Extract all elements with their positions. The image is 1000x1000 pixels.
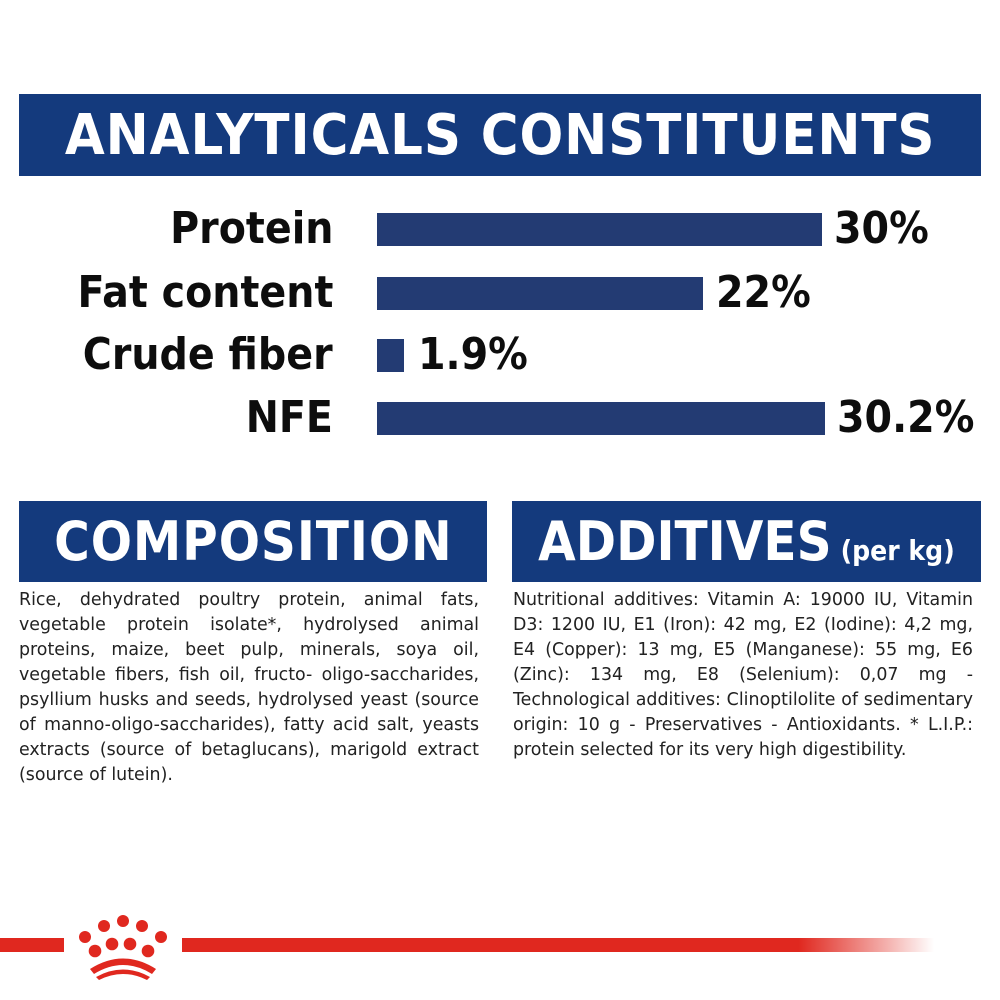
footer-red-line-left (0, 938, 64, 952)
chart-row-protein: Protein 30% (0, 203, 1000, 254)
analytical-constituents-header: ANALYTICALS CONSTITUENTS (19, 94, 981, 176)
composition-header: COMPOSITION (19, 501, 487, 582)
footer-red-line-right (182, 938, 934, 952)
row-label: NFE (245, 392, 333, 443)
crown-icon (79, 915, 167, 980)
chart-row-fat-content: Fat content 22% (0, 267, 1000, 318)
row-value: 30% (834, 203, 929, 254)
additives-text: Nutritional additives: Vitamin A: 19000 … (513, 590, 973, 760)
bar-nfe (377, 402, 825, 435)
additives-title: ADDITIVES (538, 510, 832, 573)
analytical-constituents-title: ANALYTICALS CONSTITUENTS (64, 102, 936, 168)
chart-row-nfe: NFE 30.2% (0, 392, 1000, 443)
additives-title-suffix: (per kg) (840, 534, 955, 567)
row-label: Crude fiber (83, 329, 333, 380)
chart-row-crude-fiber: Crude fiber 1.9% (0, 329, 1000, 380)
row-value: 30.2% (837, 392, 975, 443)
additives-header: ADDITIVES (per kg) (512, 501, 981, 582)
bar-protein (377, 213, 822, 246)
composition-text: Rice, dehydrated poultry protein, animal… (19, 590, 479, 785)
row-label: Fat content (77, 267, 333, 318)
bar-crude-fiber (377, 339, 404, 372)
composition-title: COMPOSITION (53, 510, 453, 573)
row-value: 22% (716, 267, 811, 318)
row-label: Protein (169, 203, 333, 254)
row-value: 1.9% (418, 329, 528, 380)
bar-fat-content (377, 277, 703, 310)
